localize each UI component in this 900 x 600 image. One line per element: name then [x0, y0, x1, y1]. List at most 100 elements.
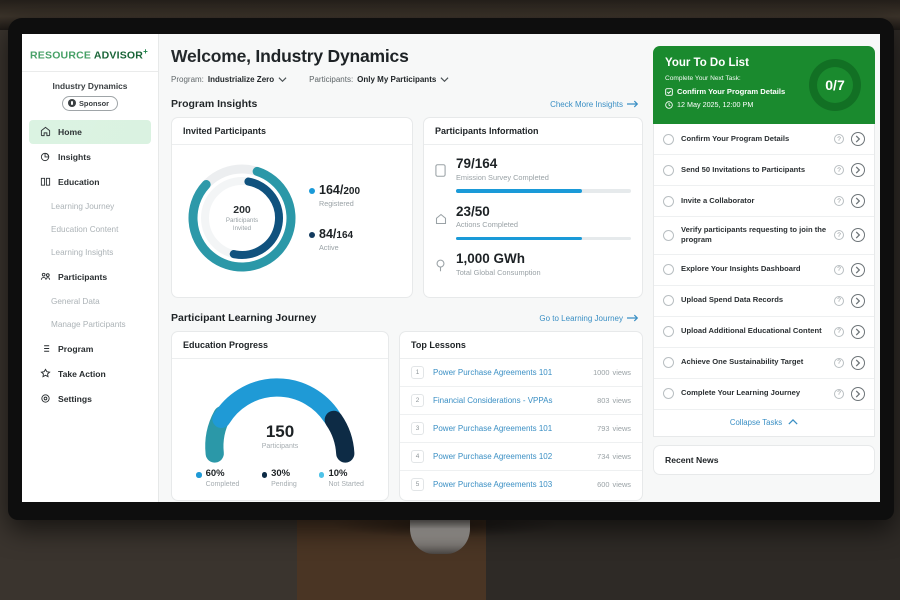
- sidebar-item-take-action[interactable]: Take Action: [29, 362, 151, 386]
- sidebar-item-home[interactable]: Home: [29, 119, 151, 144]
- stat-actions-completed: 23/50 Actions Completed: [435, 204, 631, 230]
- todo-header: Your To Do List Complete Your Next Task:…: [653, 46, 875, 124]
- lesson-title[interactable]: Power Purchase Agreements 103: [433, 480, 553, 489]
- todo-checkbox[interactable]: [663, 264, 674, 275]
- sidebar-item-settings[interactable]: Settings: [29, 387, 151, 411]
- list-item[interactable]: Explore Your Insights Dashboard ?: [654, 255, 874, 286]
- legend-item-active: 84/164 Active: [309, 228, 360, 252]
- chevron-right-icon[interactable]: [851, 132, 865, 146]
- table-row[interactable]: 3 Power Purchase Agreements 101 793 views: [400, 415, 642, 443]
- participants-filter-label: Participants:: [309, 75, 354, 84]
- collapse-tasks-button[interactable]: Collapse Tasks: [654, 410, 874, 436]
- check-more-insights-label: Check More Insights: [550, 99, 623, 109]
- list-item[interactable]: Complete Your Learning Journey ?: [654, 379, 874, 410]
- lesson-rank: 4: [411, 450, 424, 463]
- todo-checkbox[interactable]: [663, 295, 674, 306]
- chevron-right-icon[interactable]: [851, 355, 865, 370]
- lesson-title[interactable]: Power Purchase Agreements 102: [433, 452, 553, 461]
- lesson-title[interactable]: Financial Considerations - VPPAs: [433, 396, 553, 405]
- collapse-tasks-label: Collapse Tasks: [729, 417, 783, 427]
- participants-filter[interactable]: Participants: Only My Participants: [309, 75, 449, 84]
- todo-due-label: 12 May 2025, 12:00 PM: [677, 100, 754, 109]
- sidebar-item-learning-journey[interactable]: Learning Journey: [51, 201, 115, 211]
- stat-label: Emission Survey Completed: [456, 172, 549, 182]
- todo-items-list: Confirm Your Program Details ? Send 50 I…: [653, 124, 875, 437]
- chevron-right-icon[interactable]: [851, 293, 865, 308]
- todo-checkbox[interactable]: [663, 388, 674, 399]
- chevron-right-icon[interactable]: [851, 163, 865, 177]
- check-more-insights-link[interactable]: Check More Insights: [550, 100, 639, 109]
- todo-checkbox[interactable]: [663, 229, 674, 241]
- participants-information-title: Participants Information: [424, 118, 642, 145]
- todo-checkbox[interactable]: [663, 357, 674, 368]
- sidebar-item-insights[interactable]: Insights: [29, 145, 151, 169]
- chevron-down-icon: [440, 77, 449, 82]
- list-item[interactable]: Upload Spend Data Records ?: [654, 286, 874, 317]
- table-row[interactable]: 1 Power Purchase Agreements 101 1000 view…: [400, 359, 642, 387]
- todo-checkbox[interactable]: [663, 195, 674, 207]
- help-icon[interactable]: ?: [834, 326, 844, 337]
- help-icon[interactable]: ?: [834, 264, 844, 275]
- help-icon[interactable]: ?: [834, 196, 844, 206]
- brand-logo[interactable]: RESOURCE ADVISOR+: [22, 40, 158, 72]
- sidebar-item-education[interactable]: Education: [29, 170, 151, 194]
- lesson-rank: 2: [411, 394, 424, 407]
- todo-item-label: Confirm Your Program Details: [681, 133, 790, 143]
- invited-center-label-2: Invited: [232, 224, 252, 232]
- coin-icon: [68, 99, 76, 107]
- sidebar-item-manage-participants[interactable]: Manage Participants: [51, 319, 126, 329]
- todo-item-label: Send 50 Invitations to Participants: [681, 164, 806, 174]
- organization-name: Industry Dynamics: [52, 80, 128, 91]
- stat-global-consumption: 1,000 GWh Total Global Consumption: [435, 251, 631, 277]
- legend-value: 84/: [319, 227, 337, 241]
- help-icon[interactable]: ?: [834, 134, 844, 144]
- list-item[interactable]: Confirm Your Program Details ?: [654, 124, 874, 155]
- education-progress-title: Education Progress: [172, 332, 388, 359]
- help-icon[interactable]: ?: [834, 165, 844, 175]
- list-item[interactable]: Invite a Collaborator ?: [654, 186, 874, 217]
- participants-filter-value: Only My Participants: [357, 75, 437, 84]
- table-row[interactable]: 4 Power Purchase Agreements 102 734 views: [400, 443, 642, 471]
- sidebar-item-participants[interactable]: Participants: [29, 265, 151, 289]
- help-icon[interactable]: ?: [834, 295, 844, 306]
- todo-checkbox[interactable]: [663, 164, 674, 176]
- todo-checkbox[interactable]: [663, 133, 674, 145]
- chevron-right-icon[interactable]: [851, 386, 865, 401]
- table-row[interactable]: 2 Financial Considerations - VPPAs 803 vi…: [400, 387, 642, 415]
- go-to-learning-journey-link[interactable]: Go to Learning Journey: [539, 314, 639, 323]
- todo-checkbox[interactable]: [663, 326, 674, 337]
- brand-word-1: RESOURCE: [30, 49, 92, 62]
- help-icon[interactable]: ?: [834, 388, 844, 399]
- help-icon[interactable]: ?: [834, 230, 844, 241]
- chevron-right-icon[interactable]: [851, 324, 865, 339]
- chevron-right-icon[interactable]: [851, 228, 865, 243]
- sponsor-badge[interactable]: Sponsor: [62, 95, 118, 111]
- lesson-title[interactable]: Power Purchase Agreements 101: [433, 424, 553, 433]
- recent-news-card[interactable]: Recent News: [653, 444, 875, 475]
- gauge-center: 150 Participants: [183, 422, 377, 450]
- lesson-views-suffix: views: [612, 424, 631, 433]
- lesson-views: 600 views: [594, 479, 631, 490]
- invited-participants-body: 200 Participants Invited: [172, 145, 412, 297]
- list-item[interactable]: Send 50 Invitations to Participants ?: [654, 155, 874, 186]
- chevron-right-icon[interactable]: [851, 194, 865, 208]
- lesson-title[interactable]: Power Purchase Agreements 101: [433, 368, 553, 377]
- program-filter[interactable]: Program: Industrialize Zero: [171, 75, 287, 84]
- screen: RESOURCE ADVISOR+ Industry Dynamics Spon…: [22, 34, 880, 502]
- chevron-right-icon[interactable]: [851, 262, 865, 277]
- education-progress-card: Education Progress 150: [171, 331, 389, 501]
- legend-label: Not Started: [328, 480, 364, 488]
- home-icon: [40, 126, 51, 137]
- stat-icon-wrap: [435, 157, 448, 182]
- sidebar-item-education-content[interactable]: Education Content: [51, 224, 119, 234]
- todo-item-label: Achieve One Sustainability Target: [681, 357, 804, 367]
- list-item[interactable]: Verify participants requesting to join t…: [654, 217, 874, 255]
- arrow-right-icon: [627, 100, 639, 108]
- sidebar-item-general-data[interactable]: General Data: [51, 296, 100, 306]
- table-row[interactable]: 5 Power Purchase Agreements 103 600 views: [400, 471, 642, 498]
- sidebar-item-learning-insights[interactable]: Learning Insights: [51, 247, 114, 257]
- help-icon[interactable]: ?: [834, 357, 844, 368]
- list-item[interactable]: Achieve One Sustainability Target ?: [654, 348, 874, 379]
- list-item[interactable]: Upload Additional Educational Content ?: [654, 317, 874, 348]
- sidebar-item-program[interactable]: Program: [29, 337, 151, 361]
